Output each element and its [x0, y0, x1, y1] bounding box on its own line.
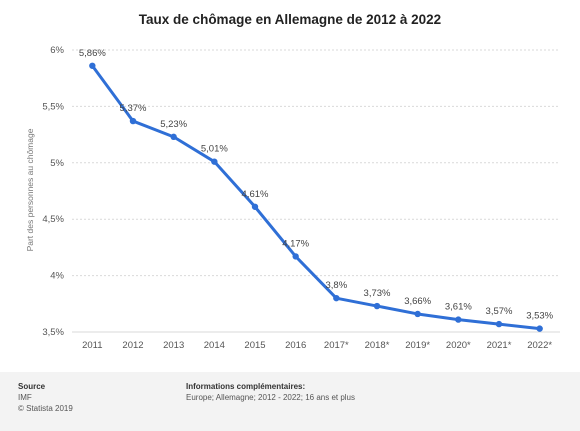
- data-label: 3,61%: [445, 302, 472, 313]
- data-label: 3,73%: [364, 288, 391, 299]
- x-tick-label: 2019*: [405, 340, 430, 351]
- data-point[interactable]: [292, 253, 299, 260]
- info-text: Europe; Allemagne; 2012 - 2022; 16 ans e…: [186, 393, 356, 402]
- y-axis-ticks: 3,5% 4% 4,5% 5% 5,5% 6%: [42, 45, 64, 338]
- data-point[interactable]: [333, 294, 340, 302]
- y-tick-label: 4,5%: [42, 214, 64, 225]
- data-point[interactable]: [89, 62, 96, 69]
- y-tick-label: 4%: [50, 271, 64, 282]
- data-point[interactable]: [211, 158, 218, 165]
- x-tick-label: 2022*: [527, 340, 552, 351]
- data-point[interactable]: [536, 325, 543, 332]
- data-label: 5,23%: [160, 119, 187, 130]
- data-label: 5,37%: [120, 103, 147, 114]
- source-block: Source IMF © Statista 2019: [18, 381, 73, 414]
- series-line: [91, 64, 540, 331]
- data-point[interactable]: [170, 133, 177, 141]
- copyright-line[interactable]: © Statista 2019: [18, 404, 73, 413]
- source-line[interactable]: IMF: [18, 393, 32, 402]
- info-block: Informations complémentaires: Europe; Al…: [186, 381, 355, 403]
- data-label: 4,17%: [282, 238, 309, 249]
- y-tick-label: 6%: [50, 45, 64, 56]
- data-points: [89, 62, 543, 332]
- data-labels: 5,86% 5,37% 5,23% 5,01% 4,61% 4,17% 3,8% 3,73% 3…: [79, 48, 554, 322]
- data-label: 3,66%: [404, 296, 431, 307]
- data-point[interactable]: [251, 203, 259, 210]
- data-label: 3,57%: [486, 306, 513, 317]
- data-label: 3,8%: [326, 280, 348, 291]
- x-tick-label: 2018*: [365, 340, 390, 351]
- data-label: 5,01%: [201, 144, 228, 155]
- y-axis-label: Part des personnes au chômage: [25, 128, 35, 251]
- data-label: 5,86%: [79, 48, 106, 59]
- data-point[interactable]: [495, 320, 503, 328]
- line-chart: 3,5%4%4,5%5%5,5%6% 2011 2012 2013 2014 2015 2…: [25, 45, 560, 351]
- chart-title: Taux de chômage en Allemagne de 2012 à 2…: [138, 12, 442, 27]
- data-point[interactable]: [414, 310, 421, 318]
- y-tick-label: 5,5%: [42, 101, 64, 112]
- x-tick-label: 2012: [122, 340, 143, 351]
- x-tick-label: 2014: [204, 340, 225, 351]
- data-label: 4,61%: [242, 189, 269, 200]
- x-axis-ticks: 2011 2012 2013 2014 2015 2016 2017* 2018* 2019* 2…: [82, 340, 552, 351]
- x-tick-label: 2017*: [324, 340, 349, 351]
- data-point[interactable]: [129, 117, 137, 125]
- x-tick-label: 2015: [244, 340, 265, 351]
- x-tick-label: 2013: [163, 340, 184, 351]
- data-point[interactable]: [455, 316, 462, 323]
- info-heading: Informations complémentaires:: [186, 382, 306, 391]
- chart-card: Taux de chômage en Allemagne de 2012 à 2…: [0, 0, 580, 372]
- data-point[interactable]: [373, 302, 381, 310]
- y-tick-label: 5%: [50, 158, 64, 169]
- y-tick-label: 3,5%: [42, 327, 64, 338]
- x-tick-label: 2016: [285, 340, 306, 351]
- x-tick-label: 2011: [82, 340, 102, 351]
- x-tick-label: 2020*: [446, 340, 471, 351]
- source-heading: Source: [18, 382, 46, 391]
- x-tick-label: 2021*: [487, 340, 512, 351]
- grid-lines: [72, 49, 560, 333]
- data-label: 3,53%: [526, 311, 553, 322]
